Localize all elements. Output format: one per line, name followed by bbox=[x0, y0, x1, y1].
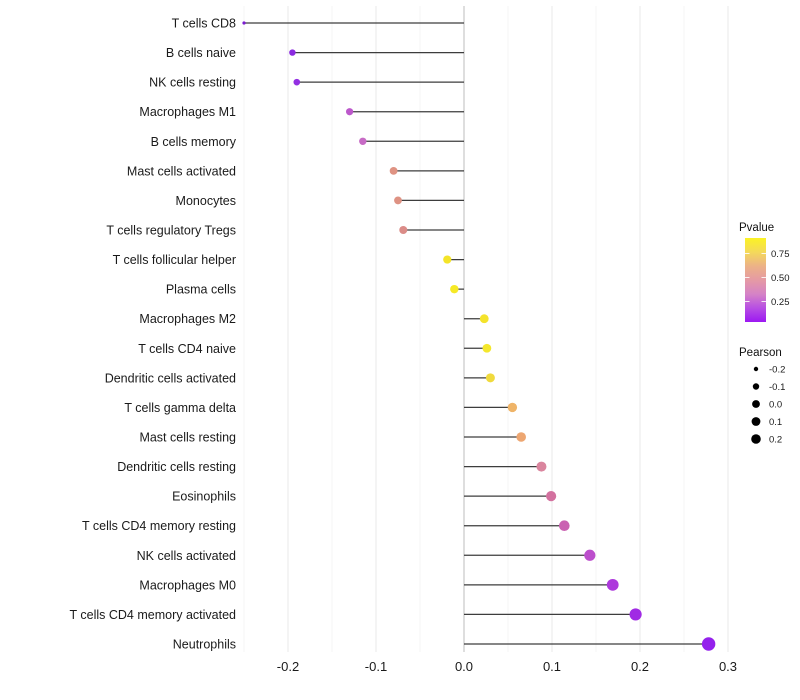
legend-size-label: 0.2 bbox=[769, 435, 782, 446]
lollipop-dot bbox=[479, 314, 489, 324]
lollipop-stems bbox=[244, 22, 709, 645]
y-axis-label: T cells CD4 naive bbox=[138, 342, 236, 356]
y-axis-label: Neutrophils bbox=[173, 637, 236, 651]
legend-size-label: -0.2 bbox=[769, 365, 785, 376]
legend-size-dot bbox=[751, 434, 761, 444]
lollipop-dot bbox=[399, 225, 408, 234]
y-axis-label: Mast cells resting bbox=[139, 430, 236, 444]
y-axis-label: Eosinophils bbox=[172, 490, 236, 504]
y-axis-label: Monocytes bbox=[176, 194, 236, 208]
colorbar-tick-label: 0.50 bbox=[771, 273, 790, 284]
legend-pvalue-title: Pvalue bbox=[739, 222, 774, 234]
y-axis-label: T cells CD4 memory resting bbox=[82, 519, 236, 533]
lollipop-dot bbox=[443, 255, 452, 264]
x-axis-tick-label: 0.2 bbox=[631, 659, 649, 674]
colorbar-tick-label: 0.25 bbox=[771, 297, 790, 308]
y-axis-label: Macrophages M0 bbox=[139, 578, 236, 592]
gridlines bbox=[243, 6, 729, 652]
legend-size-dot bbox=[753, 366, 759, 372]
y-axis-labels: T cells CD8 B cells naive NK cells resting… bbox=[70, 17, 237, 652]
legend-size-dot bbox=[751, 417, 761, 426]
lollipop-dot bbox=[394, 196, 402, 205]
y-axis-label: T cells regulatory Tregs bbox=[106, 223, 236, 237]
legend-size-label: 0.0 bbox=[769, 400, 782, 411]
lollipop-dot bbox=[536, 461, 547, 472]
lollipop-dot bbox=[559, 520, 570, 532]
y-axis-label: Mast cells activated bbox=[127, 164, 236, 178]
lollipop-dot bbox=[507, 402, 518, 413]
legend-pearson-title: Pearson bbox=[739, 347, 782, 359]
y-axis-label: Dendritic cells resting bbox=[117, 460, 236, 474]
lollipop-dot bbox=[482, 343, 492, 353]
y-axis-label: NK cells activated bbox=[137, 549, 236, 563]
y-axis-label: Plasma cells bbox=[166, 283, 236, 297]
legend-pvalue: Pvalue 0.75 0.50 0.25 bbox=[739, 222, 790, 322]
y-axis-label: T cells CD4 memory activated bbox=[70, 608, 237, 622]
x-axis-tick-label: 0.3 bbox=[719, 659, 737, 674]
y-axis-label: B cells naive bbox=[166, 46, 236, 60]
legend-pearson: Pearson -0.2 -0.1 0.0 0.1 0.2 bbox=[739, 347, 785, 446]
lollipop-dot bbox=[546, 491, 557, 502]
pvalue-colorbar bbox=[745, 238, 766, 322]
colorbar-tick-label: 0.75 bbox=[771, 249, 790, 260]
y-axis-label: NK cells resting bbox=[149, 76, 236, 90]
y-axis-label: B cells memory bbox=[151, 135, 237, 149]
lollipop-dot bbox=[293, 78, 301, 86]
y-axis-label: T cells CD8 bbox=[172, 17, 236, 31]
lollipop-dot bbox=[346, 108, 354, 116]
x-axis-tick-label: -0.1 bbox=[365, 659, 387, 674]
x-axis-tick-label: -0.2 bbox=[277, 659, 299, 674]
y-axis-label: Macrophages M2 bbox=[139, 312, 236, 326]
y-axis-label: T cells follicular helper bbox=[113, 253, 236, 267]
lollipop-dot bbox=[242, 21, 246, 25]
y-axis-label: Macrophages M1 bbox=[139, 105, 236, 119]
y-axis-label: Dendritic cells activated bbox=[105, 371, 236, 385]
legend-size-dot bbox=[752, 383, 760, 390]
legend-size-label: 0.1 bbox=[769, 417, 782, 428]
y-axis-label: T cells gamma delta bbox=[124, 401, 236, 415]
lollipop-dot bbox=[485, 373, 495, 383]
lollipop-dot bbox=[289, 49, 296, 56]
lollipop-dots bbox=[242, 21, 716, 651]
lollipop-dot bbox=[450, 284, 459, 294]
x-axis-tick-label: 0.0 bbox=[455, 659, 473, 674]
lollipop-dot bbox=[359, 137, 367, 145]
lollipop-dot bbox=[629, 608, 642, 621]
x-axis-tick-label: 0.1 bbox=[543, 659, 561, 674]
lollipop-dot bbox=[606, 578, 619, 591]
x-axis-labels: -0.2 -0.1 0.0 0.1 0.2 0.3 bbox=[277, 659, 737, 674]
lollipop-dot bbox=[389, 166, 398, 175]
lollipop-dot bbox=[701, 637, 716, 651]
legend-size-label: -0.1 bbox=[769, 382, 785, 393]
lollipop-dot bbox=[516, 432, 526, 442]
legend-size-dot bbox=[752, 400, 760, 408]
lollipop-dot bbox=[584, 549, 596, 561]
